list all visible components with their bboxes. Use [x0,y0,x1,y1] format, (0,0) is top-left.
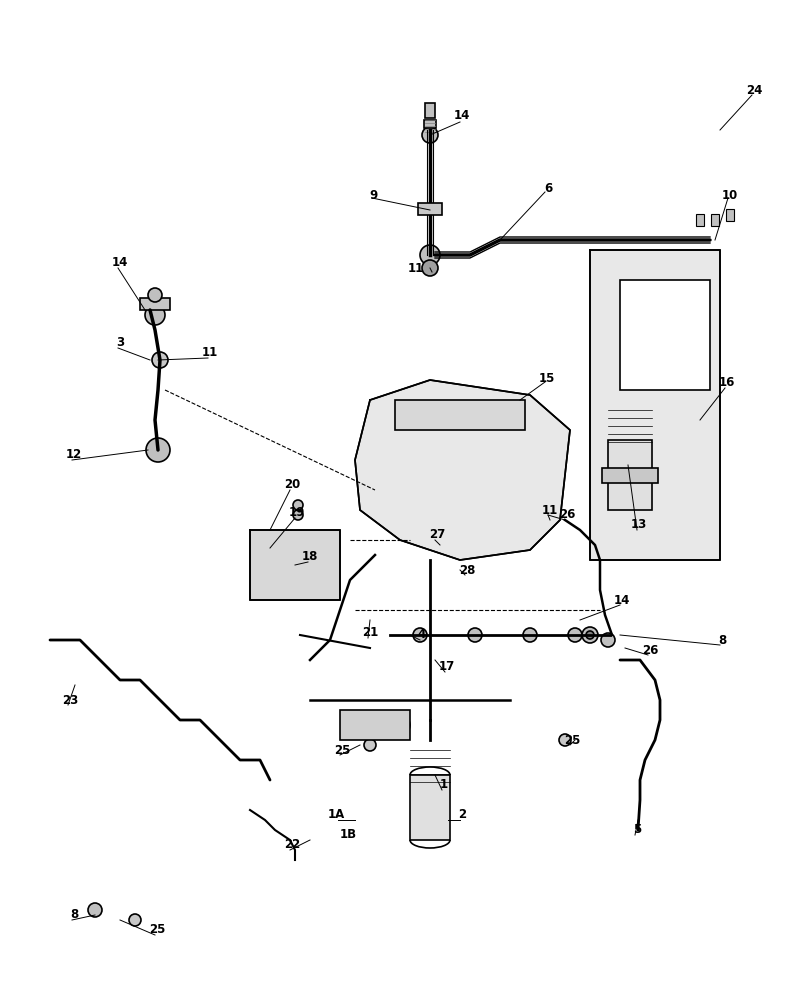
Bar [418,203,441,215]
Bar [601,468,657,483]
Text: 9: 9 [370,189,378,202]
Circle shape [422,127,437,143]
Circle shape [558,734,570,746]
Circle shape [600,633,614,647]
Circle shape [146,438,169,462]
Circle shape [152,352,168,368]
Circle shape [400,440,440,480]
Text: 1B: 1B [339,828,356,841]
Text: 17: 17 [438,660,454,674]
Circle shape [581,627,597,643]
Text: 14: 14 [453,109,470,122]
Text: 24: 24 [744,84,762,97]
Circle shape [145,305,165,325]
Text: 28: 28 [458,564,474,576]
Circle shape [522,628,536,642]
Bar [139,298,169,310]
Bar [710,214,718,226]
Text: 4: 4 [418,628,426,642]
Polygon shape [620,280,709,390]
Text: 14: 14 [112,256,128,269]
Circle shape [568,628,581,642]
Bar [607,440,651,510]
Circle shape [389,715,410,735]
Text: 26: 26 [558,508,574,522]
Circle shape [293,500,303,510]
Text: 22: 22 [284,838,300,851]
Circle shape [419,245,440,265]
Circle shape [453,394,466,406]
Circle shape [363,739,375,751]
Text: 25: 25 [333,743,350,756]
Circle shape [324,579,336,591]
Text: 26: 26 [641,644,658,656]
Bar [394,400,525,430]
Text: 6: 6 [543,182,551,195]
Bar [725,209,733,221]
Circle shape [370,715,389,735]
Polygon shape [354,380,569,560]
Text: 5: 5 [632,823,641,836]
Text: 25: 25 [563,733,580,746]
Text: 15: 15 [539,371,555,384]
Text: 20: 20 [284,479,300,491]
Text: 21: 21 [362,626,378,640]
Text: 1A: 1A [327,808,344,821]
Text: 27: 27 [428,528,444,542]
Text: 11: 11 [202,347,218,360]
Bar [340,710,410,740]
Text: 8: 8 [70,908,78,921]
Circle shape [423,394,436,406]
Circle shape [384,425,454,495]
Polygon shape [250,530,340,600]
Circle shape [88,903,102,917]
Circle shape [293,510,303,520]
Circle shape [129,914,141,926]
Circle shape [586,631,594,639]
Circle shape [404,394,415,406]
Circle shape [324,549,336,561]
Circle shape [350,715,370,735]
Text: 18: 18 [302,550,318,564]
Text: 13: 13 [630,518,646,532]
Text: 11: 11 [541,504,557,516]
Circle shape [457,428,521,492]
Circle shape [422,260,437,276]
Text: 12: 12 [66,448,82,462]
Text: 19: 19 [289,506,305,520]
Bar [423,120,436,128]
Circle shape [471,442,508,478]
Text: 14: 14 [613,593,629,606]
Polygon shape [590,250,719,560]
Text: 23: 23 [62,694,78,706]
Circle shape [467,628,482,642]
Text: 11: 11 [407,261,423,274]
Bar [424,103,435,118]
Circle shape [148,288,162,302]
Text: 16: 16 [718,376,734,389]
Circle shape [504,394,515,406]
Circle shape [483,394,496,406]
Text: 1: 1 [440,778,448,791]
Text: 10: 10 [721,189,737,202]
Text: 3: 3 [116,336,124,350]
Bar [695,214,703,226]
Text: 2: 2 [457,808,466,821]
Text: 8: 8 [717,634,725,646]
Circle shape [413,628,427,642]
Text: 25: 25 [148,923,165,936]
Bar [410,775,449,840]
